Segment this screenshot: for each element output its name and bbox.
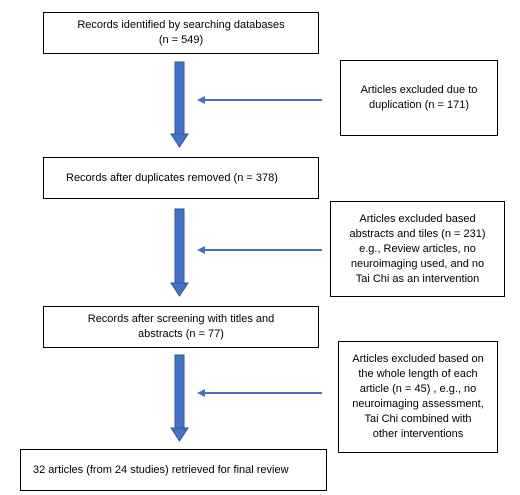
down-arrow-3: [170, 354, 189, 442]
screened-records-box: Records after screening with titles and …: [43, 306, 319, 348]
down-arrow-2: [170, 208, 189, 297]
left-arrow-2: [197, 246, 322, 254]
excluded-duplication-box: Articles excluded due to duplication (n …: [340, 60, 498, 136]
duplicates-removed-box: Records after duplicates removed (n = 37…: [43, 157, 319, 199]
left-arrow-3: [197, 389, 322, 397]
final-review-box: 32 articles (from 24 studies) retrieved …: [20, 449, 327, 491]
identified-records-box: Records identified by searching database…: [43, 12, 319, 54]
excluded-abstracts-box: Articles excluded based abstracts and ti…: [330, 201, 505, 297]
excluded-full-text-box: Articles excluded based on the whole len…: [338, 341, 498, 453]
left-arrow-1: [197, 96, 322, 104]
down-arrow-1: [170, 61, 189, 148]
